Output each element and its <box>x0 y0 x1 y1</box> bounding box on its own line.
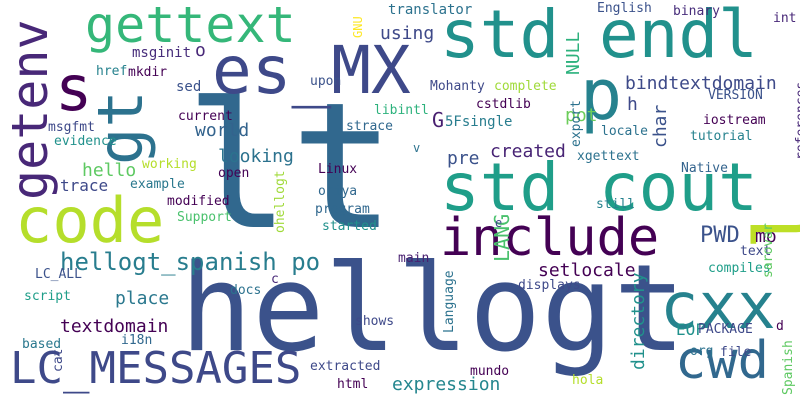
word-using: using <box>380 25 434 43</box>
word-hola: hola <box>572 374 603 387</box>
word-still: still <box>596 198 635 211</box>
word-directory: directory <box>630 272 648 370</box>
word-references: references <box>795 82 800 160</box>
word-world: world <box>195 122 249 140</box>
word-displays: displays <box>518 279 581 292</box>
word-open: open <box>218 167 249 180</box>
word-html: html <box>337 378 368 391</box>
word-v: v <box>413 142 420 154</box>
word-tutorial: tutorial <box>690 130 753 143</box>
word-h: h <box>627 96 638 114</box>
word-evidence: evidence <box>54 135 117 148</box>
word-docs: docs <box>230 284 261 297</box>
word-gt: gt <box>90 90 152 165</box>
word-started: started <box>322 220 377 233</box>
word-main: main <box>398 252 429 265</box>
word-sarovar: sarovar <box>762 223 775 278</box>
word-libintl: libintl <box>374 104 429 117</box>
word-include: include <box>440 212 659 264</box>
word-sed: sed <box>176 80 201 94</box>
word-int: int <box>773 12 796 25</box>
word-spanish: Spanish <box>782 340 795 395</box>
word-english: English <box>597 2 652 15</box>
word-complete: complete <box>494 80 557 93</box>
word-5fsingle: 5Fsingle <box>445 115 512 129</box>
word-package: PACKAGE <box>698 323 753 336</box>
word-d: d <box>776 320 784 333</box>
word-linux: Linux <box>318 163 357 176</box>
word-o: o <box>195 42 206 60</box>
word-null: NULL <box>565 32 583 75</box>
word-gnu: GNU <box>352 16 364 38</box>
word-lc-all: LC_ALL <box>35 268 82 281</box>
word-mkdir: mkdir <box>128 66 167 79</box>
word-iostream: iostream <box>703 114 766 127</box>
word-version: VERSION <box>708 89 763 102</box>
word-example: example <box>130 178 185 191</box>
word-script: script <box>24 290 71 303</box>
word-native: Native <box>681 162 728 175</box>
word-c: c <box>271 273 279 286</box>
word-export: export <box>570 100 583 147</box>
word-msgfmt: msgfmt <box>48 121 95 134</box>
word-pwd: PWD <box>700 225 740 247</box>
word-g: G <box>432 110 444 130</box>
word-translator: translator <box>388 3 472 17</box>
word-href: href <box>96 65 127 78</box>
word-msginit: msginit <box>132 46 191 60</box>
word-created: created <box>490 143 566 161</box>
word-cat: cat <box>52 349 65 372</box>
word-trace: trace <box>60 178 108 194</box>
word-file: file <box>720 346 751 359</box>
word-strace: strace <box>346 120 393 133</box>
word-ohellogt: ohellogt <box>274 170 287 233</box>
word-mundo: mundo <box>470 365 509 378</box>
word-binary: binary <box>673 5 720 18</box>
word-hellogt-spanish-po: hellogt_spanish po <box>60 250 320 274</box>
word-current: current <box>178 110 233 123</box>
word-cstdlib: cstdlib <box>476 98 531 111</box>
word-modified: modified <box>167 195 230 208</box>
word-support: Support <box>177 211 232 224</box>
word-cwd: cwd <box>675 335 769 387</box>
word-oriya: oriya <box>318 185 357 198</box>
word-mohanty: Mohanty <box>430 80 485 93</box>
word-locale: locale <box>601 125 648 138</box>
word-e: e <box>495 217 502 229</box>
word-program: program <box>315 203 370 216</box>
word-shows: shows <box>355 315 394 328</box>
word-extracted: extracted <box>310 360 380 373</box>
word-i18n: i18n <box>121 334 152 347</box>
word-s: s <box>55 58 92 120</box>
word-gettext: gettext <box>85 0 296 50</box>
word-place: place <box>115 290 169 308</box>
word-language: Language <box>443 270 456 333</box>
word-xgettext: xgettext <box>577 150 640 163</box>
word-looking: looking <box>218 148 294 166</box>
word-getenv: getenv <box>5 19 55 200</box>
word-pre: pre <box>447 150 480 168</box>
word-upon: upon <box>310 75 341 88</box>
word-char: char <box>652 105 670 148</box>
word-org: org <box>690 345 713 358</box>
word-working: working <box>142 158 197 171</box>
